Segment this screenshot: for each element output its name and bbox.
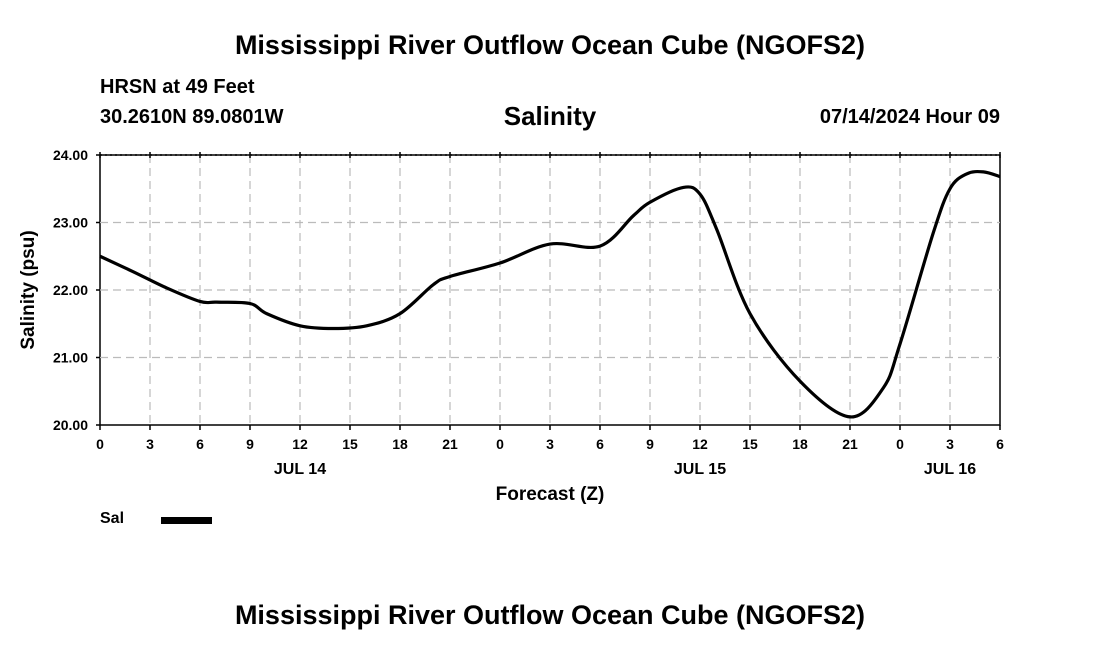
y-tick-label: 22.00	[53, 282, 88, 298]
y-tick-label: 21.00	[53, 350, 88, 366]
x-tick-label: 3	[946, 436, 954, 452]
main-title: Mississippi River Outflow Ocean Cube (NG…	[234, 30, 866, 60]
y-tick-label: 20.00	[53, 417, 88, 433]
day-label: JUL 16	[924, 461, 976, 478]
x-tick-label: 15	[342, 436, 358, 452]
series-line-sal	[99, 169, 1001, 419]
x-tick-label: 3	[146, 436, 154, 452]
x-tick-label: 9	[646, 436, 654, 452]
x-tick-label: 6	[596, 436, 604, 452]
forecast-datetime: 07/14/2024 Hour 09	[819, 106, 1000, 128]
x-tick-label: 0	[96, 436, 104, 452]
labels-layer: 20.00 21.00 22.00 23.00 24.00 0 3 6 9 12 15 18 21 0 3 6…	[53, 147, 1004, 478]
x-tick-label: 12	[292, 436, 308, 452]
ticks-layer	[96, 152, 1001, 430]
x-tick-label: 9	[246, 436, 254, 452]
station-label: HRSN at 49 Feet	[100, 76, 255, 98]
x-tick-label: 21	[842, 436, 858, 452]
x-tick-label: 15	[742, 436, 758, 452]
series-layer	[99, 169, 1001, 419]
chart-title: Salinity	[503, 101, 597, 131]
legend-swatch	[161, 517, 212, 524]
x-tick-label: 6	[996, 436, 1004, 452]
coordinates-label: 30.2610N 89.0801W	[100, 106, 284, 128]
x-tick-label: 18	[392, 436, 408, 452]
x-tick-label: 12	[692, 436, 708, 452]
day-label: JUL 14	[274, 461, 326, 478]
y-tick-label: 23.00	[53, 215, 88, 231]
grid-layer	[99, 154, 1001, 426]
day-label: JUL 15	[674, 461, 726, 478]
x-axis-title: Forecast (Z)	[496, 484, 605, 505]
x-tick-label: 6	[196, 436, 204, 452]
bottom-title: Mississippi River Outflow Ocean Cube (NG…	[234, 600, 866, 630]
y-tick-label: 24.00	[53, 147, 88, 163]
x-tick-label: 0	[896, 436, 904, 452]
y-axis-title: Salinity (psu)	[18, 230, 39, 349]
x-tick-label: 0	[496, 436, 504, 452]
x-tick-label: 21	[442, 436, 458, 452]
legend-label: Sal	[100, 510, 125, 527]
x-tick-label: 18	[792, 436, 808, 452]
x-tick-label: 3	[546, 436, 554, 452]
